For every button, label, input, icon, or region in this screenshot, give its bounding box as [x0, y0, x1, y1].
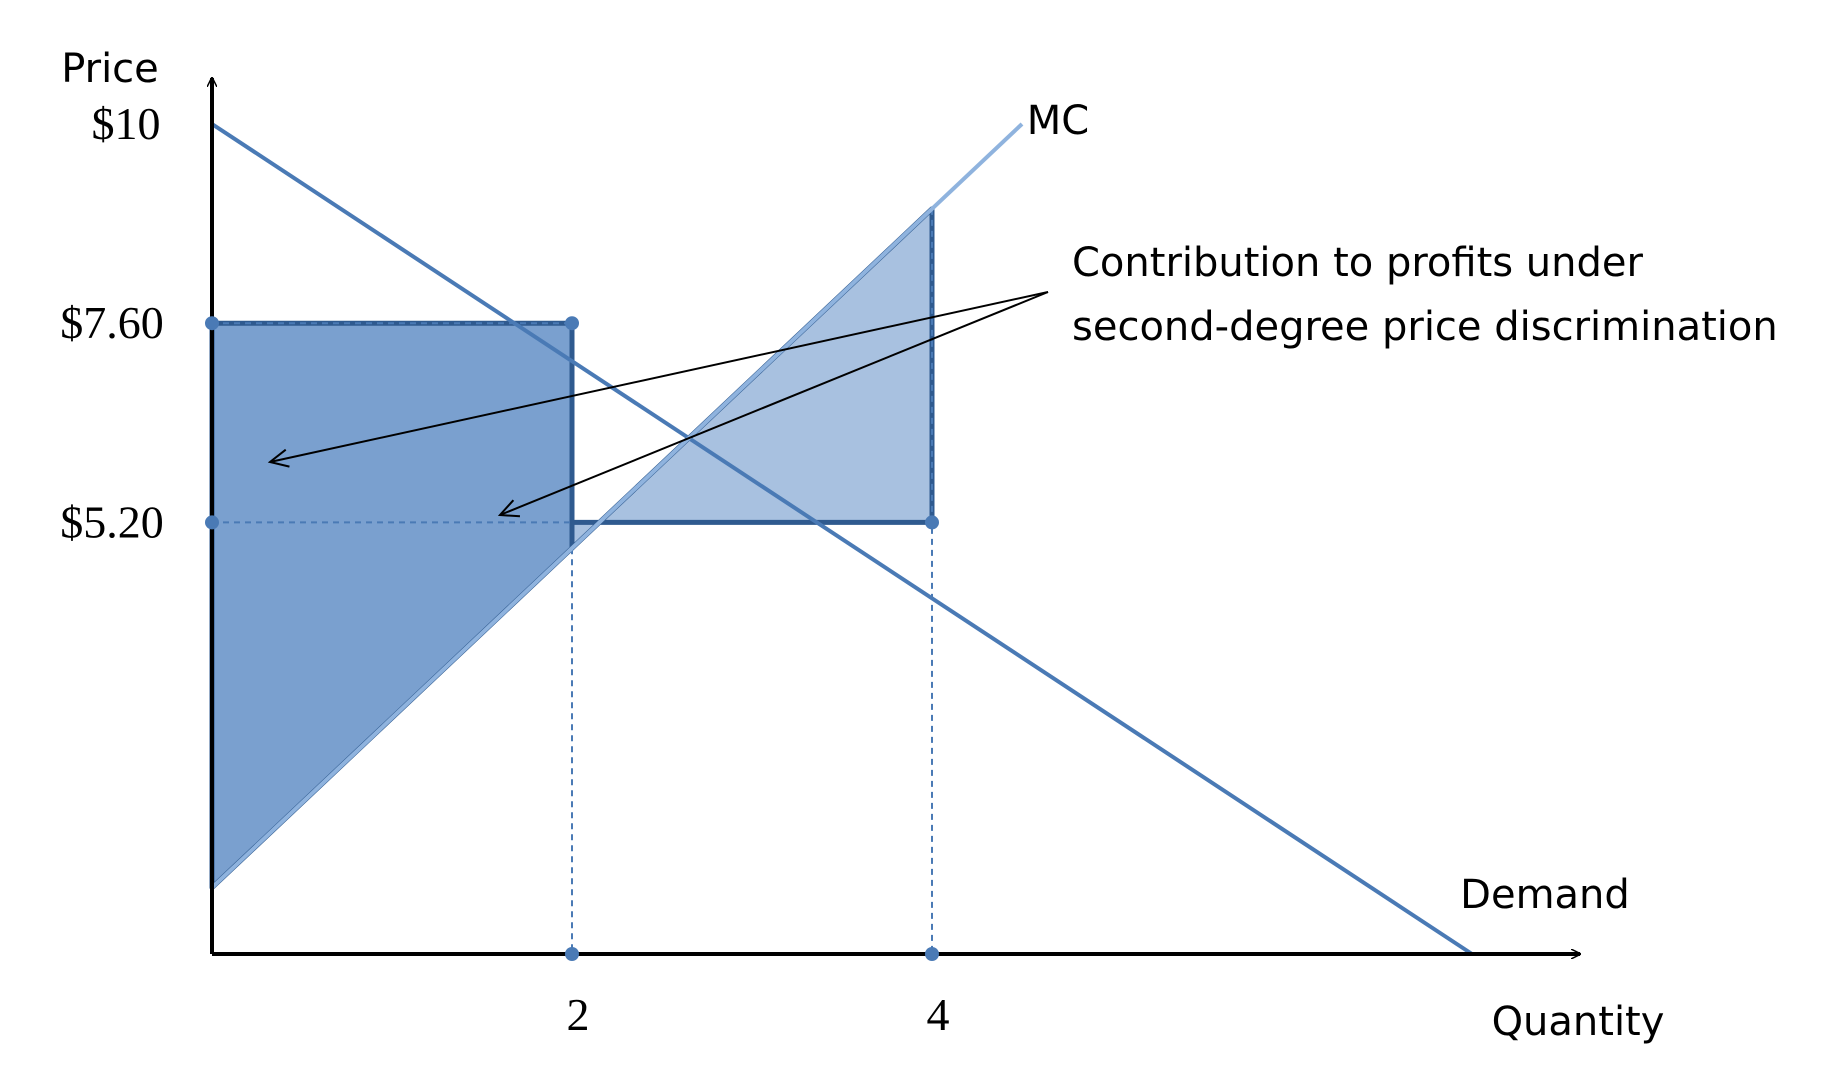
x-axis-label: Quantity	[1492, 999, 1665, 1045]
annotation-arrow-region-1-head	[267, 448, 290, 468]
data-point-3	[205, 515, 219, 530]
annotation-arrow-region-2-head	[497, 499, 521, 518]
y-tick-label-1: $10	[92, 98, 161, 149]
data-point-2	[565, 316, 579, 331]
data-point-4	[925, 515, 939, 530]
data-point-1	[205, 316, 219, 331]
x-tick-label-1: 2	[567, 989, 590, 1040]
annotation-arrow-region-2	[497, 291, 1049, 518]
mc-series-label: MC	[1027, 98, 1089, 144]
y-tick-label-2: $7.60	[60, 297, 164, 348]
mc-line	[210, 122, 1024, 890]
data-point-6	[925, 947, 939, 961]
data-point-5	[565, 947, 579, 961]
demand-series-label: Demand	[1460, 872, 1630, 918]
annotation-arrow-region-1-shaft	[269, 291, 1049, 463]
y-axis-label: Price	[61, 46, 159, 92]
annotation-line-1: Contribution to profits under	[1072, 240, 1644, 286]
demand-line	[210, 122, 1474, 956]
annotation-arrow-region-2-shaft	[499, 291, 1049, 516]
annotation-arrow-region-1	[267, 291, 1049, 468]
x-tick-label-2: 4	[927, 989, 950, 1040]
y-tick-label-3: $5.20	[60, 496, 164, 547]
annotation-line-2: second-degree price discrimination	[1072, 304, 1778, 350]
